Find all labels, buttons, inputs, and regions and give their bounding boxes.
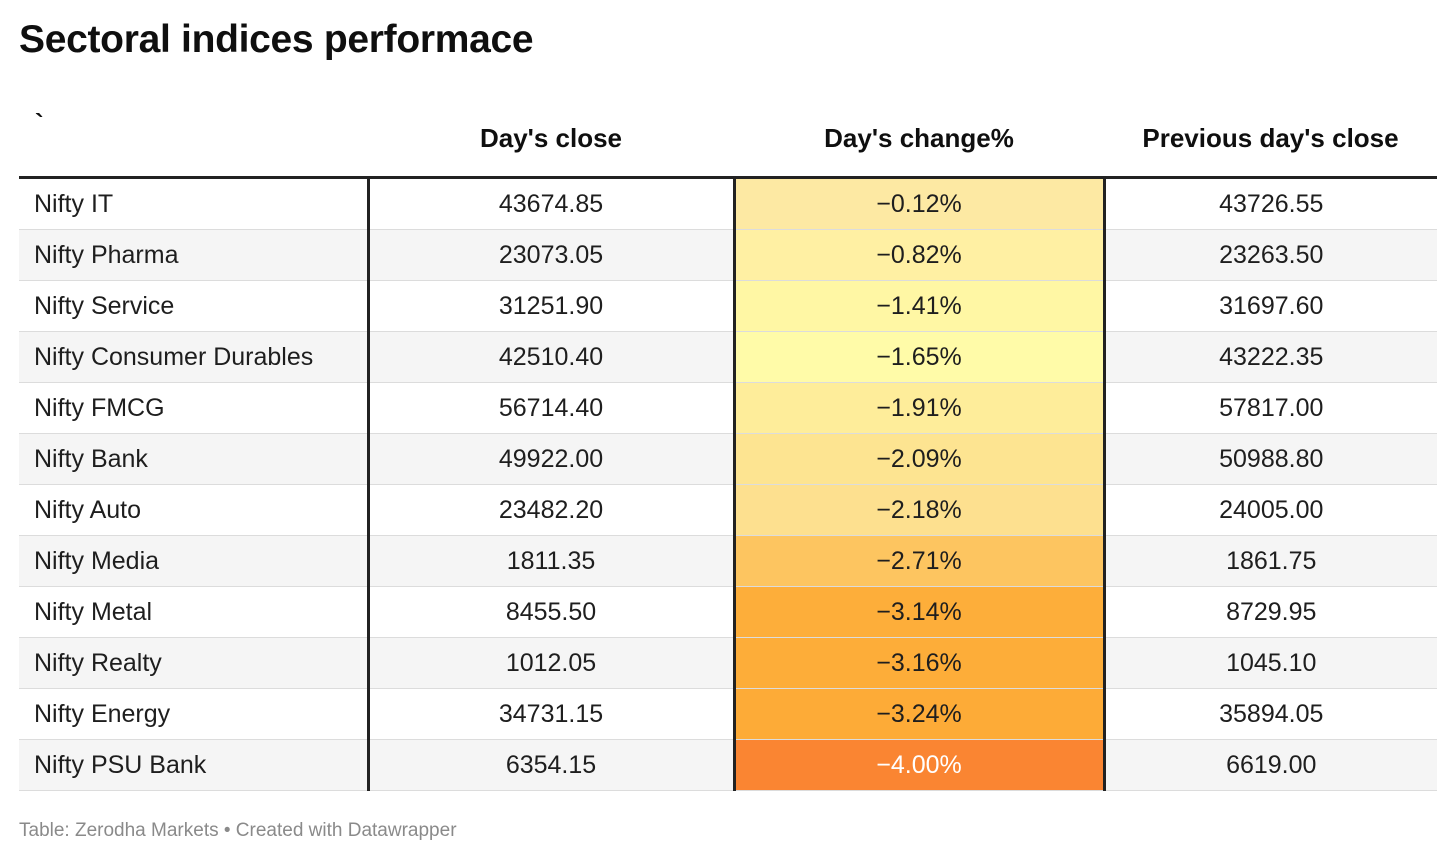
cell-days-change: −1.91%: [732, 382, 1106, 434]
cell-days-change: −1.65%: [732, 331, 1106, 383]
source-footer: Table: Zerodha Markets • Created with Da…: [19, 820, 457, 841]
table-row: Nifty Energy 34731.15 −3.24% 35894.05: [19, 688, 1437, 740]
table-row: Nifty Bank 49922.00 −2.09% 50988.80: [19, 433, 1437, 485]
cell-days-change: −1.41%: [732, 280, 1106, 332]
header-days-change[interactable]: Day's change%: [734, 100, 1104, 179]
cell-sector-name: Nifty Pharma: [19, 229, 370, 281]
cell-prev-close: 1861.75: [1104, 535, 1437, 587]
table-row: Nifty Consumer Durables 42510.40 −1.65% 432…: [19, 331, 1437, 383]
cell-prev-close: 43726.55: [1104, 177, 1437, 230]
cell-prev-close: 50988.80: [1104, 433, 1437, 485]
cell-sector-name: Nifty Media: [19, 535, 370, 587]
cell-days-change: −2.71%: [732, 535, 1106, 587]
header-row: ` Day's close Day's change% Previous day…: [19, 100, 1437, 179]
cell-prev-close: 6619.00: [1104, 739, 1437, 791]
cell-sector-name: Nifty Consumer Durables: [19, 331, 370, 383]
sector-table: ` Day's close Day's change% Previous day…: [19, 100, 1437, 791]
table-row: Nifty Service 31251.90 −1.41% 31697.60: [19, 280, 1437, 332]
cell-days-change: −2.09%: [732, 433, 1106, 485]
cell-days-close: 8455.50: [368, 586, 734, 638]
cell-prev-close: 35894.05: [1104, 688, 1437, 740]
cell-sector-name: Nifty Metal: [19, 586, 370, 638]
table-row: Nifty Pharma 23073.05 −0.82% 23263.50: [19, 229, 1437, 281]
table-row: Nifty Auto 23482.20 −2.18% 24005.00: [19, 484, 1437, 536]
cell-prev-close: 8729.95: [1104, 586, 1437, 638]
cell-prev-close: 43222.35: [1104, 331, 1437, 383]
cell-days-close: 56714.40: [368, 382, 734, 434]
table-row: Nifty Realty 1012.05 −3.16% 1045.10: [19, 637, 1437, 689]
cell-prev-close: 24005.00: [1104, 484, 1437, 536]
data-table-container: ` Day's close Day's change% Previous day…: [19, 100, 1437, 791]
cell-days-close: 31251.90: [368, 280, 734, 332]
cell-prev-close: 31697.60: [1104, 280, 1437, 332]
cell-prev-close: 57817.00: [1104, 382, 1437, 434]
cell-days-change: −0.12%: [732, 177, 1106, 230]
cell-days-change: −4.00%: [732, 739, 1106, 791]
table-header: ` Day's close Day's change% Previous day…: [19, 100, 1437, 179]
table-row: Nifty IT 43674.85 −0.12% 43726.55: [19, 177, 1437, 230]
cell-days-close: 42510.40: [368, 331, 734, 383]
cell-days-close: 49922.00: [368, 433, 734, 485]
table-row: Nifty FMCG 56714.40 −1.91% 57817.00: [19, 382, 1437, 434]
header-name[interactable]: `: [19, 100, 368, 179]
header-prev-close[interactable]: Previous day's close: [1104, 100, 1437, 179]
cell-sector-name: Nifty Bank: [19, 433, 370, 485]
cell-sector-name: Nifty Auto: [19, 484, 370, 536]
cell-days-close: 23073.05: [368, 229, 734, 281]
cell-days-change: −0.82%: [732, 229, 1106, 281]
cell-days-close: 1811.35: [368, 535, 734, 587]
cell-prev-close: 1045.10: [1104, 637, 1437, 689]
cell-prev-close: 23263.50: [1104, 229, 1437, 281]
cell-sector-name: Nifty FMCG: [19, 382, 370, 434]
cell-sector-name: Nifty Realty: [19, 637, 370, 689]
cell-days-close: 6354.15: [368, 739, 734, 791]
cell-days-close: 23482.20: [368, 484, 734, 536]
chart-title: Sectoral indices performace: [19, 18, 534, 61]
header-days-close[interactable]: Day's close: [368, 100, 734, 179]
cell-days-close: 1012.05: [368, 637, 734, 689]
table-row: Nifty Media 1811.35 −2.71% 1861.75: [19, 535, 1437, 587]
cell-days-change: −3.24%: [732, 688, 1106, 740]
cell-sector-name: Nifty Energy: [19, 688, 370, 740]
cell-days-change: −3.16%: [732, 637, 1106, 689]
table-row: Nifty PSU Bank 6354.15 −4.00% 6619.00: [19, 739, 1437, 791]
cell-sector-name: Nifty Service: [19, 280, 370, 332]
cell-sector-name: Nifty PSU Bank: [19, 739, 370, 791]
cell-sector-name: Nifty IT: [19, 177, 370, 230]
cell-days-change: −3.14%: [732, 586, 1106, 638]
cell-days-close: 34731.15: [368, 688, 734, 740]
table-body: Nifty IT 43674.85 −0.12% 43726.55 Nifty Phar…: [19, 177, 1437, 791]
table-row: Nifty Metal 8455.50 −3.14% 8729.95: [19, 586, 1437, 638]
cell-days-close: 43674.85: [368, 177, 734, 230]
cell-days-change: −2.18%: [732, 484, 1106, 536]
